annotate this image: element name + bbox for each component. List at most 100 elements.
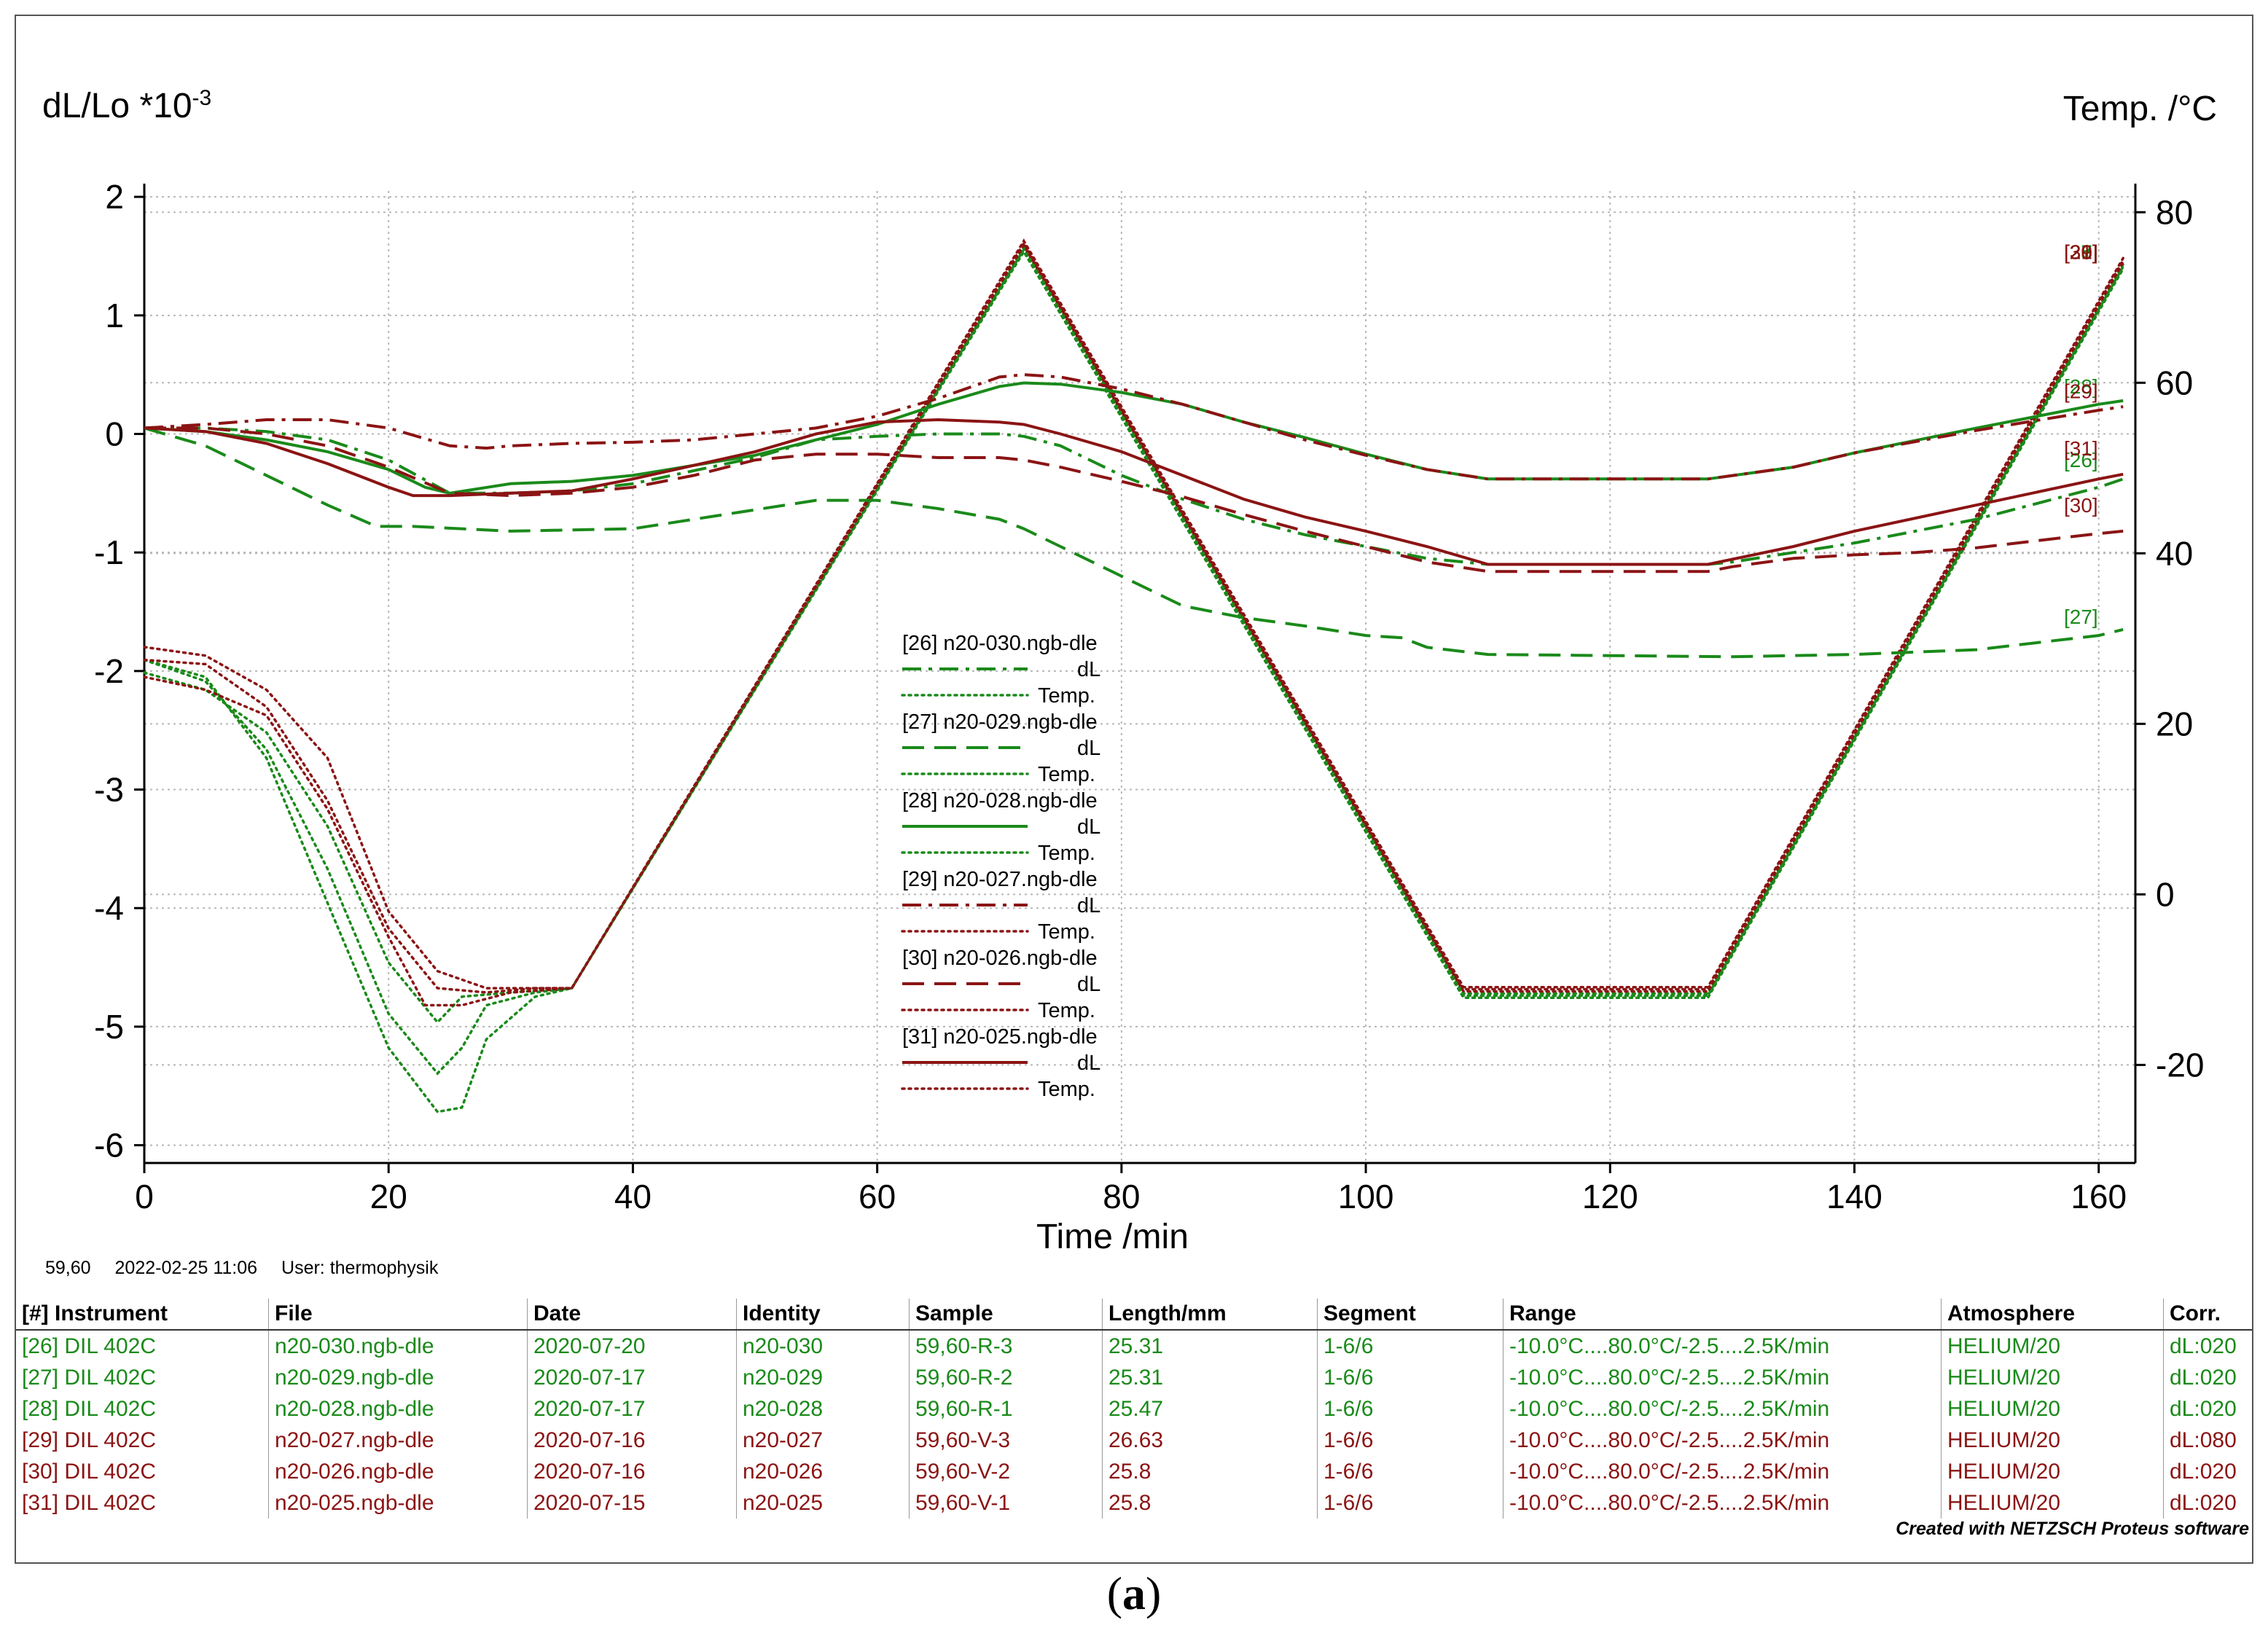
- temp-curve-26: [143, 249, 2124, 1113]
- temp-curve-27: [143, 247, 2124, 1076]
- dl-curve-26: [144, 426, 2124, 566]
- table-cell: HELIUM/20: [1941, 1362, 2164, 1393]
- table-row: [28] DIL 402C n20-028.ngb-dle 2020-07-17 n2…: [16, 1393, 2252, 1425]
- table-cell: [28] DIL 402C: [22, 1396, 156, 1421]
- table-cell: n20-027: [736, 1425, 910, 1456]
- y-right-tick-label: 80: [2156, 193, 2193, 231]
- y-right-tick-label: -20: [2156, 1046, 2204, 1084]
- table-header-cell: Corr.: [2163, 1299, 2252, 1331]
- table-row: [31] DIL 402C n20-025.ngb-dle 2020-07-15 n2…: [16, 1487, 2252, 1519]
- table-cell: 1-6/6: [1317, 1487, 1503, 1519]
- table-cell: n20-025.ngb-dle: [268, 1487, 528, 1519]
- table-cell: dL:080: [2163, 1425, 2252, 1456]
- table-header-cell: [#] Instrument: [16, 1299, 269, 1331]
- table-cell: HELIUM/20: [1941, 1487, 2164, 1519]
- y-left-tick-label: -6: [94, 1127, 124, 1164]
- temp-curve-28: [143, 245, 2124, 1025]
- y-left-tick-label: -4: [94, 889, 124, 927]
- table-cell: HELIUM/20: [1941, 1425, 2164, 1456]
- x-tick-label: 120: [1582, 1178, 1638, 1215]
- x-tick-label: 20: [370, 1178, 407, 1215]
- table-cell: -10.0°C....80.0°C/-2.5....2.5K/min: [1503, 1393, 1942, 1425]
- series-end-label: [31]: [2064, 437, 2098, 460]
- table-cell: 2020-07-17: [527, 1362, 737, 1393]
- legend-temp-label: Temp.: [1038, 842, 1095, 865]
- table-cell: [29] DIL 402C: [22, 1427, 156, 1452]
- table-cell: [26] DIL 402C: [22, 1333, 156, 1358]
- table-cell: 59,60-R-3: [909, 1330, 1103, 1362]
- table-cell: n20-026: [736, 1456, 910, 1487]
- table-header-cell: Atmosphere: [1941, 1299, 2164, 1331]
- footer-info: 59,60 2022-02-25 11:06 User: thermophysi…: [45, 1258, 457, 1279]
- series-end-label: [30]: [2064, 241, 2098, 264]
- legend-temp-label: Temp.: [1038, 763, 1095, 786]
- temp-curve-29: [143, 243, 2124, 1007]
- legend-temp-label: Temp.: [1038, 1078, 1095, 1101]
- y-left-tick-label: -5: [94, 1008, 124, 1046]
- x-tick-label: 80: [1103, 1178, 1140, 1215]
- table-cell: 2020-07-17: [527, 1393, 737, 1425]
- y-right-tick-label: 40: [2156, 534, 2193, 572]
- table-row: [30] DIL 402C n20-026.ngb-dle 2020-07-16 n2…: [16, 1456, 2252, 1487]
- table-cell: dL:020: [2163, 1456, 2252, 1487]
- y-left-tick-label: 0: [105, 415, 124, 453]
- x-tick-label: 60: [859, 1178, 896, 1215]
- table-cell: 25.31: [1102, 1362, 1318, 1393]
- table-cell: 59,60-R-1: [909, 1393, 1103, 1425]
- table-header-row: [#] Instrument File Date Identity Sample Leng…: [16, 1299, 2252, 1331]
- series-end-label: [30]: [2064, 494, 2098, 517]
- legend-title: [31] n20-025.ngb-dle: [902, 1025, 1098, 1049]
- y-left-axis-title: dL/Lo *10-3: [42, 86, 212, 125]
- chart-frame: [15, 15, 2253, 1564]
- legend-dl-label: dL: [1077, 737, 1100, 760]
- temp-curve-30: [143, 240, 2124, 994]
- x-tick-label: 40: [614, 1178, 652, 1215]
- table-cell: 59,60-V-3: [909, 1425, 1103, 1456]
- table-cell: HELIUM/20: [1941, 1393, 2164, 1425]
- table-cell: -10.0°C....80.0°C/-2.5....2.5K/min: [1503, 1456, 1942, 1487]
- legend-temp-label: Temp.: [1038, 920, 1095, 944]
- x-tick-label: 0: [135, 1178, 154, 1215]
- legend-title: [30] n20-026.ngb-dle: [902, 947, 1098, 970]
- series-end-label: [27]: [2064, 606, 2098, 628]
- x-axis-title: Time /min: [1036, 1218, 1189, 1256]
- table-cell: 1-6/6: [1317, 1393, 1503, 1425]
- table-cell: -10.0°C....80.0°C/-2.5....2.5K/min: [1503, 1425, 1942, 1456]
- table-cell: 2020-07-16: [527, 1425, 737, 1456]
- y-right-axis-title: Temp. /°C: [2062, 90, 2217, 128]
- table-cell: 25.31: [1102, 1330, 1318, 1362]
- measurement-table: [#] Instrument File Date Identity Sample Leng…: [16, 1299, 2252, 1519]
- table-header-cell: Segment: [1317, 1299, 1503, 1331]
- table-cell: -10.0°C....80.0°C/-2.5....2.5K/min: [1503, 1487, 1942, 1519]
- table-cell: 1-6/6: [1317, 1425, 1503, 1456]
- table-cell: [30] DIL 402C: [22, 1459, 156, 1484]
- table-header-cell: Sample: [909, 1299, 1103, 1331]
- dl-curve-28: [144, 381, 2124, 495]
- table-cell: HELIUM/20: [1941, 1456, 2164, 1487]
- table-cell: 59,60-V-1: [909, 1487, 1103, 1519]
- table-row: [26] DIL 402C n20-030.ngb-dle 2020-07-20 n2…: [16, 1330, 2252, 1362]
- table-header-cell: Date: [527, 1299, 737, 1331]
- x-tick-label: 160: [2070, 1178, 2127, 1215]
- table-cell: dL:020: [2163, 1362, 2252, 1393]
- series-end-label: [26]: [2064, 241, 2098, 264]
- legend-title: [28] n20-028.ngb-dle: [902, 789, 1098, 812]
- dl-curve-29: [144, 373, 2124, 481]
- table-cell: 1-6/6: [1317, 1330, 1503, 1362]
- table-cell: n20-030: [736, 1330, 910, 1362]
- table-header-cell: File: [268, 1299, 528, 1331]
- table-header-cell: Identity: [736, 1299, 910, 1331]
- table-cell: 25.47: [1102, 1393, 1318, 1425]
- x-tick-label: 140: [1826, 1178, 1882, 1215]
- temp-curve-31: [143, 238, 2124, 990]
- footer-user: User: thermophysik: [281, 1258, 439, 1278]
- dl-curve-27: [144, 426, 2124, 659]
- table-cell: 59,60-R-2: [909, 1362, 1103, 1393]
- series-end-label: [27]: [2064, 241, 2098, 264]
- table-cell: 26.63: [1102, 1425, 1318, 1456]
- y-left-tick-label: -3: [94, 771, 124, 809]
- footer-datetime: 2022-02-25 11:06: [114, 1258, 258, 1278]
- x-tick-label: 100: [1338, 1178, 1394, 1215]
- table-cell: 25.8: [1102, 1487, 1318, 1519]
- table-cell: n20-026.ngb-dle: [268, 1456, 528, 1487]
